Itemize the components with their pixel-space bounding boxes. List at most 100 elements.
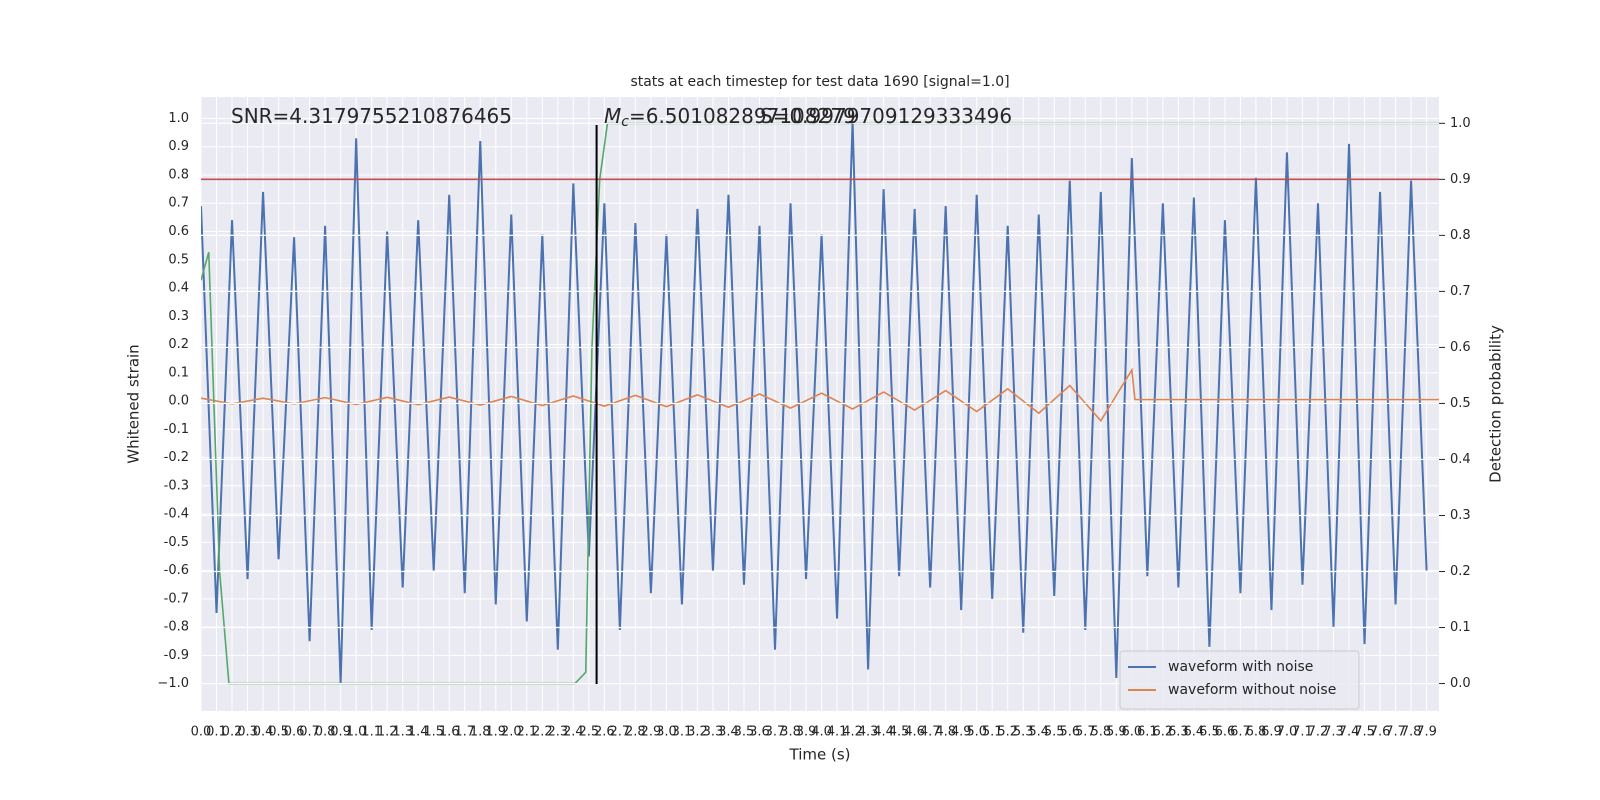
y2-axis-label: Detection probability (1487, 325, 1505, 483)
y-tick-label: -0.7 (164, 591, 189, 606)
x-tick-label: 4.6 (904, 725, 925, 740)
x-tick-label: 5.6 (1059, 725, 1080, 740)
annotation-text: SNR=4.3179755210876465 (231, 104, 512, 128)
x-tick-label: 0.1 (206, 725, 227, 740)
x-tick-label: 7.4 (1339, 725, 1360, 740)
x-tick-label: 2.7 (610, 725, 631, 740)
x-tick-label: 4.5 (889, 725, 910, 740)
x-tick-label: 5.9 (1106, 725, 1127, 740)
x-tick-label: 4.3 (858, 725, 879, 740)
x-tick-label: 4.8 (935, 725, 956, 740)
y2-tick-label: 0.0 (1450, 676, 1471, 691)
annotation-text: S=0.9979709129333496 (760, 104, 1012, 128)
x-tick-label: 2.8 (625, 725, 646, 740)
y2-tick-label: 0.1 (1450, 620, 1471, 635)
chart-title: stats at each timestep for test data 169… (630, 74, 1009, 90)
x-tick-label: 3.2 (687, 725, 708, 740)
x-axis-label: Time (s) (789, 746, 851, 764)
y2-tick-label: 0.8 (1450, 228, 1471, 243)
x-tick-label: 1.9 (485, 725, 506, 740)
x-tick-label: 3.7 (765, 725, 786, 740)
x-tick-label: 0.0 (191, 725, 212, 740)
x-tick-label: 7.1 (1292, 725, 1313, 740)
x-tick-label: 3.3 (703, 725, 724, 740)
x-tick-label: 7.8 (1401, 725, 1422, 740)
x-tick-label: 5.4 (1028, 725, 1049, 740)
x-tick-label: 2.1 (516, 725, 537, 740)
x-tick-label: 5.2 (997, 725, 1018, 740)
y-tick-label: -0.8 (164, 620, 189, 635)
x-tick-label: 1.5 (423, 725, 444, 740)
x-tick-label: 7.7 (1385, 725, 1406, 740)
y-tick-label: -0.4 (164, 507, 189, 522)
x-tick-label: 5.5 (1044, 725, 1065, 740)
y2-tick-label: 0.4 (1450, 452, 1471, 467)
y-tick-label: -0.5 (164, 535, 189, 550)
x-tick-label: 6.4 (1184, 725, 1205, 740)
legend-label: waveform without noise (1168, 682, 1336, 698)
y-tick-label: -0.2 (164, 450, 189, 465)
y-tick-label: -0.1 (164, 422, 189, 437)
x-tick-label: 5.8 (1090, 725, 1111, 740)
y2-tick-label: 0.3 (1450, 508, 1471, 523)
x-tick-label: 3.6 (749, 725, 770, 740)
x-tick-label: 0.8 (315, 725, 336, 740)
x-tick-label: 3.0 (656, 725, 677, 740)
annotation: Mc=6.501082897108279 (604, 104, 856, 131)
x-tick-label: 4.7 (920, 725, 941, 740)
series-line (201, 367, 1439, 423)
y-tick-label: 0.6 (168, 224, 189, 239)
y-tick-label: 0.4 (168, 281, 189, 296)
x-tick-label: 5.1 (982, 725, 1003, 740)
x-tick-label: 1.4 (408, 725, 429, 740)
x-tick-label: 6.3 (1168, 725, 1189, 740)
y-tick-label: 0.9 (168, 139, 189, 154)
x-tick-label: 3.1 (672, 725, 693, 740)
x-tick-label: 2.0 (501, 725, 522, 740)
x-tick-label: 0.5 (268, 725, 289, 740)
y-tick-label: 0.8 (168, 167, 189, 182)
x-tick-label: 0.7 (299, 725, 320, 740)
x-tick-label: 6.8 (1246, 725, 1267, 740)
x-tick-label: 2.4 (563, 725, 584, 740)
y-tick-label: -0.3 (164, 478, 189, 493)
y-tick-label: 0.0 (168, 394, 189, 409)
x-tick-label: 2.5 (579, 725, 600, 740)
x-tick-label: 1.3 (392, 725, 413, 740)
x-tick-label: 6.9 (1261, 725, 1282, 740)
x-tick-label: 6.0 (1121, 725, 1142, 740)
y-tick-label: 0.3 (168, 309, 189, 324)
x-tick-label: 1.1 (361, 725, 382, 740)
x-tick-label: 7.9 (1416, 725, 1437, 740)
x-tick-label: 4.1 (827, 725, 848, 740)
x-tick-label: 3.9 (796, 725, 817, 740)
y2-tick-label: 0.9 (1450, 172, 1471, 187)
x-tick-label: 6.2 (1153, 725, 1174, 740)
x-tick-label: 6.1 (1137, 725, 1158, 740)
x-tick-label: 0.3 (237, 725, 258, 740)
x-tick-label: 3.4 (718, 725, 739, 740)
x-tick-label: 5.0 (966, 725, 987, 740)
x-tick-label: 7.6 (1370, 725, 1391, 740)
x-tick-label: 3.8 (780, 725, 801, 740)
x-tick-label: 6.5 (1199, 725, 1220, 740)
x-tick-label: 7.0 (1277, 725, 1298, 740)
y2-tick-label: 0.6 (1450, 340, 1471, 355)
x-tick-label: 2.6 (594, 725, 615, 740)
y2-tick-label: 0.7 (1450, 284, 1471, 299)
y-tick-label: −1.0 (157, 676, 189, 691)
x-tick-label: 4.0 (811, 725, 832, 740)
x-tick-label: 5.7 (1075, 725, 1096, 740)
x-tick-label: 0.6 (284, 725, 305, 740)
x-tick-label: 1.6 (439, 725, 460, 740)
y-axis-label: Whitened strain (125, 344, 143, 463)
annotation-sub: c (621, 114, 629, 130)
x-tick-label: 1.2 (377, 725, 398, 740)
x-tick-label: 4.2 (842, 725, 863, 740)
x-tick-label: 6.7 (1230, 725, 1251, 740)
x-tick-label: 0.4 (253, 725, 274, 740)
legend: waveform with noise waveform without nois… (1119, 650, 1360, 710)
x-tick-label: 1.8 (470, 725, 491, 740)
x-tick-label: 2.2 (532, 725, 553, 740)
